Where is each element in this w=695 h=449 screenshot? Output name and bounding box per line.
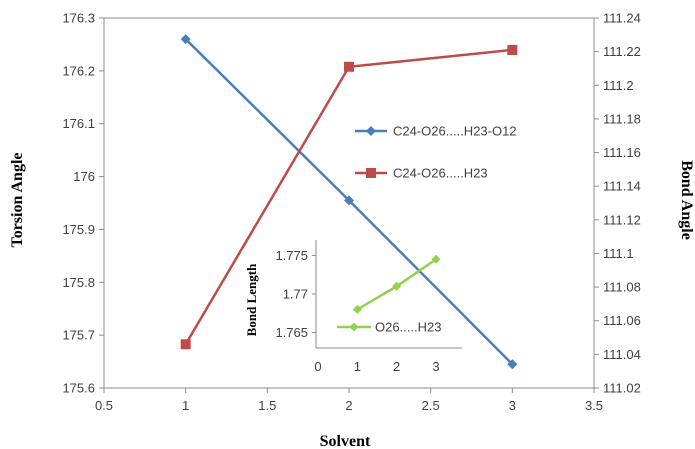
inset-series-point <box>352 304 362 314</box>
y-tick-label: 176.1 <box>62 116 95 131</box>
series-2-point <box>180 339 191 350</box>
y2-axis-title: Bond Angle <box>678 160 695 240</box>
y-tick-label: 175.7 <box>62 328 95 343</box>
inset-chart: 0 1 2 3 1.765 1.77 1.775 O26.....H23 <box>275 240 462 374</box>
inset-y-tick-label: 1.765 <box>275 325 308 340</box>
y-tick-label: 176.2 <box>62 63 95 78</box>
inset-legend-label: O26.....H23 <box>375 320 441 335</box>
x-axis-title: Solvent <box>320 433 371 449</box>
x-tick-label: 1.5 <box>258 398 276 413</box>
y-tick-label: 175.6 <box>62 381 95 396</box>
y2-tick-label: 111.24 <box>603 11 641 26</box>
series-2-point <box>344 61 354 72</box>
x-tick-label: 3 <box>509 398 516 413</box>
inset-legend-marker <box>349 322 359 332</box>
y2-tick-label: 111.1 <box>603 246 634 261</box>
legend-label-1: C24-O26.....H23-O12 <box>393 124 517 139</box>
inset-y-tick-label: 1.775 <box>275 248 308 263</box>
y-tick-label: 175.8 <box>62 275 95 290</box>
y2-tick-label: 111.14 <box>603 179 641 194</box>
inset-y-tick-label: 1.77 <box>283 287 308 302</box>
inset-series-point <box>431 254 441 264</box>
series-2-point <box>507 44 518 55</box>
inset-x-tick-label: 3 <box>432 359 439 374</box>
y2-tick-label: 111.18 <box>603 111 641 126</box>
main-chart: 0.5 1 1.5 2 2.5 3 3.5 175.6 175.7 175.8 175.9 176 17… <box>62 11 640 414</box>
legend-marker-2 <box>366 168 376 178</box>
y2-tick-label: 111.06 <box>603 313 641 328</box>
y-tick-label: 176 <box>73 169 95 184</box>
inset-x-tick-label: 0 <box>314 359 321 374</box>
series-1-point <box>344 195 354 206</box>
y-tick-label: 175.9 <box>62 222 95 237</box>
y2-tick-label: 111.12 <box>603 212 641 227</box>
x-tick-label: 2 <box>345 398 352 413</box>
legend-label-2: C24-O26.....H23 <box>393 166 488 181</box>
x-tick-label: 2.5 <box>422 398 440 413</box>
y2-tick-label: 111.22 <box>603 44 641 59</box>
x-tick-label: 3.5 <box>585 398 603 413</box>
y2-tick-label: 111.2 <box>603 78 634 93</box>
y2-tick-label: 111.08 <box>603 280 641 295</box>
x-tick-label: 1 <box>182 398 189 413</box>
inset-x-tick-label: 1 <box>354 359 361 374</box>
y-tick-label: 176.3 <box>62 11 95 26</box>
y2-tick-label: 111.16 <box>603 145 641 160</box>
inset-series-point <box>392 281 402 291</box>
series-1-point <box>180 34 191 45</box>
x-tick-label: 0.5 <box>95 398 113 413</box>
y-axis-title: Torsion Angle <box>9 153 26 248</box>
series-1-point <box>507 359 518 370</box>
inset-x-tick-label: 2 <box>393 359 400 374</box>
inset-y-axis-title: Bond Length <box>244 263 259 336</box>
legend-marker-1 <box>366 126 376 136</box>
y2-tick-label: 111.04 <box>603 347 641 362</box>
y2-tick-label: 111.02 <box>603 381 641 396</box>
